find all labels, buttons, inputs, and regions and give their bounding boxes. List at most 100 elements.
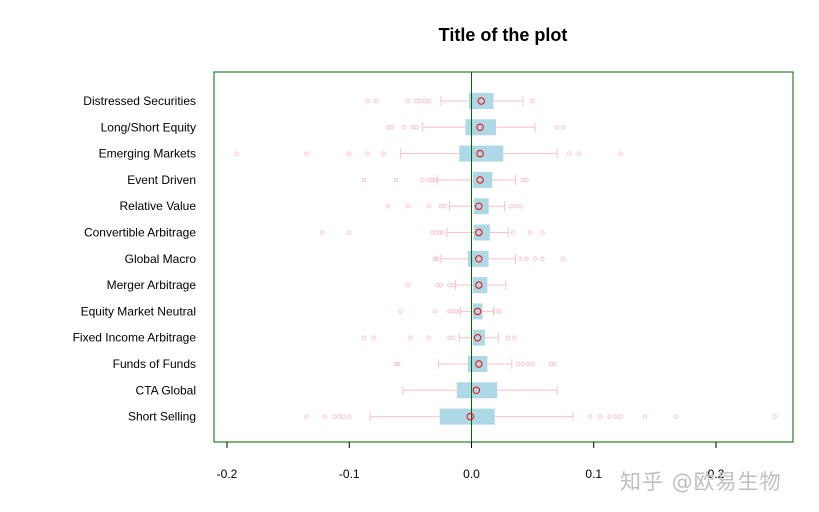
box <box>465 119 496 136</box>
outlier-point <box>389 125 395 130</box>
outlier-point <box>772 414 777 419</box>
outlier-point <box>442 203 447 209</box>
outlier-point <box>395 361 401 367</box>
outlier-point <box>435 256 440 262</box>
outlier-point <box>642 414 648 419</box>
box <box>472 171 493 188</box>
mean-marker <box>475 255 483 263</box>
series-row <box>361 171 529 188</box>
outlier-point <box>532 256 538 262</box>
outlier-point <box>457 309 462 314</box>
outlier-point <box>347 230 352 235</box>
outlier-point <box>361 177 367 183</box>
box <box>472 329 485 346</box>
mean-marker <box>473 334 482 342</box>
box <box>467 356 488 372</box>
outlier-point <box>386 125 391 130</box>
x-tick-label: -0.1 <box>339 467 360 481</box>
outlier-point <box>540 230 545 235</box>
category-label: Fixed Income Arbitrage <box>73 331 197 345</box>
series-row <box>402 382 558 399</box>
outlier-point <box>518 256 523 262</box>
outlier-point <box>408 335 413 340</box>
outlier-point <box>524 256 529 262</box>
outlier-point <box>447 309 452 314</box>
outlier-point <box>426 203 431 209</box>
outlier-point <box>386 203 391 209</box>
outlier-point <box>515 361 521 367</box>
outlier-point <box>320 230 325 235</box>
series-row <box>234 145 623 162</box>
outlier-point <box>567 151 572 156</box>
outlier-point <box>402 125 407 130</box>
outlier-point <box>426 335 431 340</box>
series-row <box>361 329 517 346</box>
series-row <box>398 303 502 320</box>
outlier-point <box>361 335 367 340</box>
category-label: Funds of Funds <box>113 357 196 371</box>
outlier-point <box>347 151 352 156</box>
outlier-point <box>613 414 619 419</box>
outlier-point <box>673 414 678 419</box>
mean-marker <box>476 149 484 158</box>
outlier-point <box>597 414 603 419</box>
box <box>472 303 483 320</box>
outlier-point <box>347 414 352 419</box>
category-label: Merger Arbitrage <box>107 278 197 292</box>
outlier-point <box>432 256 438 262</box>
outlier-point <box>322 414 328 419</box>
outlier-point <box>520 177 526 183</box>
outlier-point <box>422 98 428 104</box>
outlier-point <box>554 125 560 130</box>
outlier-point <box>530 361 535 367</box>
outlier-point <box>618 151 623 156</box>
outlier-point <box>381 151 386 156</box>
category-labels: Distressed Securities Long/Short Equity Em… <box>73 94 197 424</box>
outlier-point <box>512 335 517 340</box>
category-label: Equity Market Neutral <box>81 304 196 318</box>
outlier-point <box>447 335 452 340</box>
outlier-point <box>450 282 456 288</box>
series-row <box>432 250 566 267</box>
mean-marker <box>472 386 481 394</box>
category-label: Relative Value <box>120 199 197 213</box>
plot-frame <box>213 71 794 443</box>
outlier-point <box>337 414 342 419</box>
box <box>467 250 489 267</box>
outlier-point <box>560 125 566 130</box>
outlier-point <box>518 203 523 209</box>
outlier-point <box>447 282 452 288</box>
outlier-point <box>430 177 435 183</box>
outlier-point <box>438 203 444 209</box>
outlier-point <box>417 98 423 104</box>
outlier-point <box>432 309 438 314</box>
outlier-point <box>414 98 419 104</box>
category-label: Distressed Securities <box>83 94 196 108</box>
outlier-point <box>548 361 554 367</box>
outlier-point <box>234 151 240 156</box>
outlier-point <box>414 125 419 130</box>
category-label: Short Selling <box>128 410 196 424</box>
outlier-point <box>398 309 403 314</box>
outlier-point <box>437 230 442 235</box>
outlier-point <box>371 335 376 340</box>
box <box>469 93 494 109</box>
outlier-point <box>304 151 309 156</box>
outlier-point <box>576 151 582 156</box>
mean-marker <box>476 176 484 184</box>
box <box>459 145 504 162</box>
box <box>473 198 489 215</box>
category-label: Event Driven <box>127 173 196 187</box>
outlier-point <box>405 282 411 288</box>
outlier-point <box>393 177 398 183</box>
outlier-point <box>410 125 416 130</box>
category-label: Long/Short Equity <box>101 120 196 134</box>
mean-marker <box>466 412 474 421</box>
plot-marks <box>234 72 777 442</box>
mean-marker <box>476 123 484 132</box>
outlier-point <box>560 256 566 262</box>
outlier-point <box>405 98 411 104</box>
outlier-point <box>513 203 518 209</box>
outlier-point <box>505 335 511 340</box>
category-label: Emerging Markets <box>99 147 196 161</box>
